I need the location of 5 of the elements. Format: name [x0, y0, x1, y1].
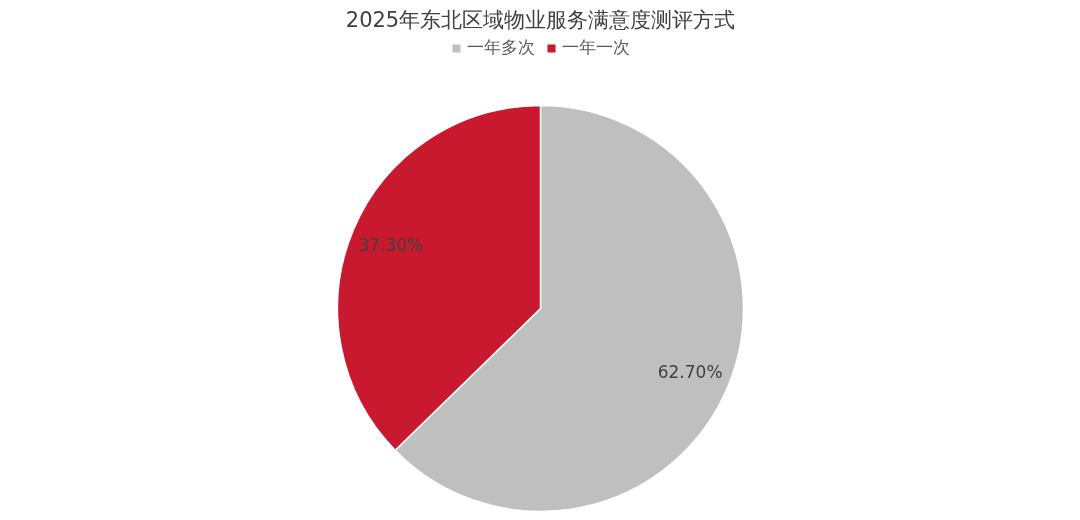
chart-title: 2025年东北区域物业服务满意度测评方式 — [345, 7, 736, 32]
data-label: 62.70% — [657, 361, 723, 382]
legend-label: 一年一次 — [562, 36, 630, 59]
data-label: 37.30% — [358, 235, 424, 256]
legend-label: 一年多次 — [467, 36, 535, 59]
